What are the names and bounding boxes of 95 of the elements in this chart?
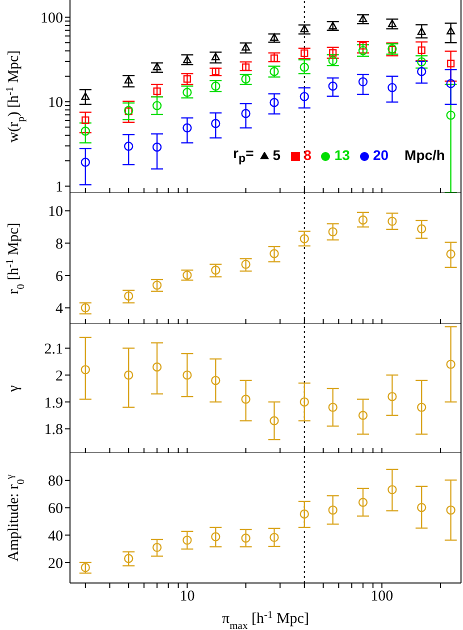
y-tick-label: 2.1: [44, 342, 63, 358]
y-tick-label: 6: [56, 268, 64, 285]
point: [328, 402, 338, 412]
point: [418, 46, 426, 54]
point: [211, 118, 220, 128]
point: [270, 98, 279, 108]
legend-label: 20: [372, 147, 389, 164]
point: [358, 215, 368, 225]
point: [241, 260, 250, 269]
y-tick-label: 60: [48, 501, 63, 518]
point: [328, 227, 338, 236]
point: [270, 249, 279, 258]
point: [152, 142, 162, 152]
point: [183, 56, 192, 64]
y-axis-title: γ: [6, 384, 22, 393]
point: [328, 82, 338, 91]
point: [270, 54, 278, 62]
point: [417, 27, 426, 35]
point: [241, 108, 250, 118]
point: [182, 123, 192, 132]
point: [270, 416, 279, 426]
point: [152, 362, 162, 372]
y-tick-label: 1: [56, 179, 63, 196]
point: [300, 49, 308, 58]
y-tick-label: 100: [40, 10, 63, 27]
point: [183, 75, 191, 83]
y-tick-label: 1.9: [44, 395, 63, 412]
point: [416, 57, 426, 66]
annotation: Mpc/h: [404, 147, 445, 164]
y-tick-label: 10: [48, 95, 63, 112]
legend-label: 13: [334, 147, 350, 164]
point: [446, 60, 455, 68]
point: [211, 266, 220, 275]
point: [328, 505, 338, 515]
point: [300, 24, 309, 32]
point: [182, 536, 192, 545]
point: [300, 509, 309, 519]
point: [446, 505, 456, 515]
y-tick-label: 80: [48, 474, 63, 490]
legend-title: r$_{p}$=: [233, 145, 254, 165]
point: [388, 82, 397, 92]
legend-label: 5: [272, 147, 281, 164]
point: [416, 66, 426, 76]
point: [358, 14, 368, 22]
point: [388, 216, 397, 226]
point: [211, 52, 220, 60]
point: [300, 234, 309, 244]
point: [300, 397, 309, 407]
point: [446, 78, 456, 88]
point: [241, 534, 250, 543]
point: [242, 43, 250, 51]
point: [358, 77, 368, 86]
point: [124, 142, 134, 151]
point: [182, 370, 192, 380]
y-tick-label: 10: [48, 204, 63, 220]
point: [446, 360, 456, 369]
point: [358, 410, 368, 420]
point: [270, 532, 279, 542]
point: [388, 485, 397, 494]
x-axis-title: π$_{max}$ [h$^{-1}$ Mpc]: [222, 610, 309, 630]
point: [358, 498, 368, 507]
point: [416, 224, 426, 234]
point: [241, 394, 250, 404]
point: [152, 542, 162, 552]
point: [300, 62, 309, 72]
point: [124, 370, 134, 380]
point: [124, 554, 134, 564]
y-tick-label: 40: [48, 528, 63, 544]
point: [211, 532, 220, 542]
y-tick-label: 20: [48, 556, 63, 572]
point: [300, 92, 309, 102]
point: [446, 249, 456, 259]
point: [446, 26, 455, 34]
legend-label: 8: [304, 147, 312, 164]
point: [388, 19, 396, 28]
point: [124, 291, 134, 301]
point: [124, 76, 133, 84]
y-tick-label: 8: [56, 236, 63, 252]
point: [416, 402, 426, 412]
y-tick-label: 2: [56, 368, 63, 384]
y-tick-label: 1.8: [44, 422, 63, 438]
y-tick-label: 4: [56, 301, 64, 318]
point: [388, 392, 397, 402]
point: [359, 42, 367, 50]
point: [152, 62, 162, 70]
point: [416, 502, 426, 512]
point: [211, 376, 220, 386]
point: [446, 110, 456, 120]
point: [242, 63, 250, 72]
point: [152, 100, 162, 110]
point: [212, 68, 220, 76]
point: [153, 87, 161, 96]
point: [328, 22, 338, 30]
point: [329, 49, 337, 57]
point: [270, 33, 278, 41]
